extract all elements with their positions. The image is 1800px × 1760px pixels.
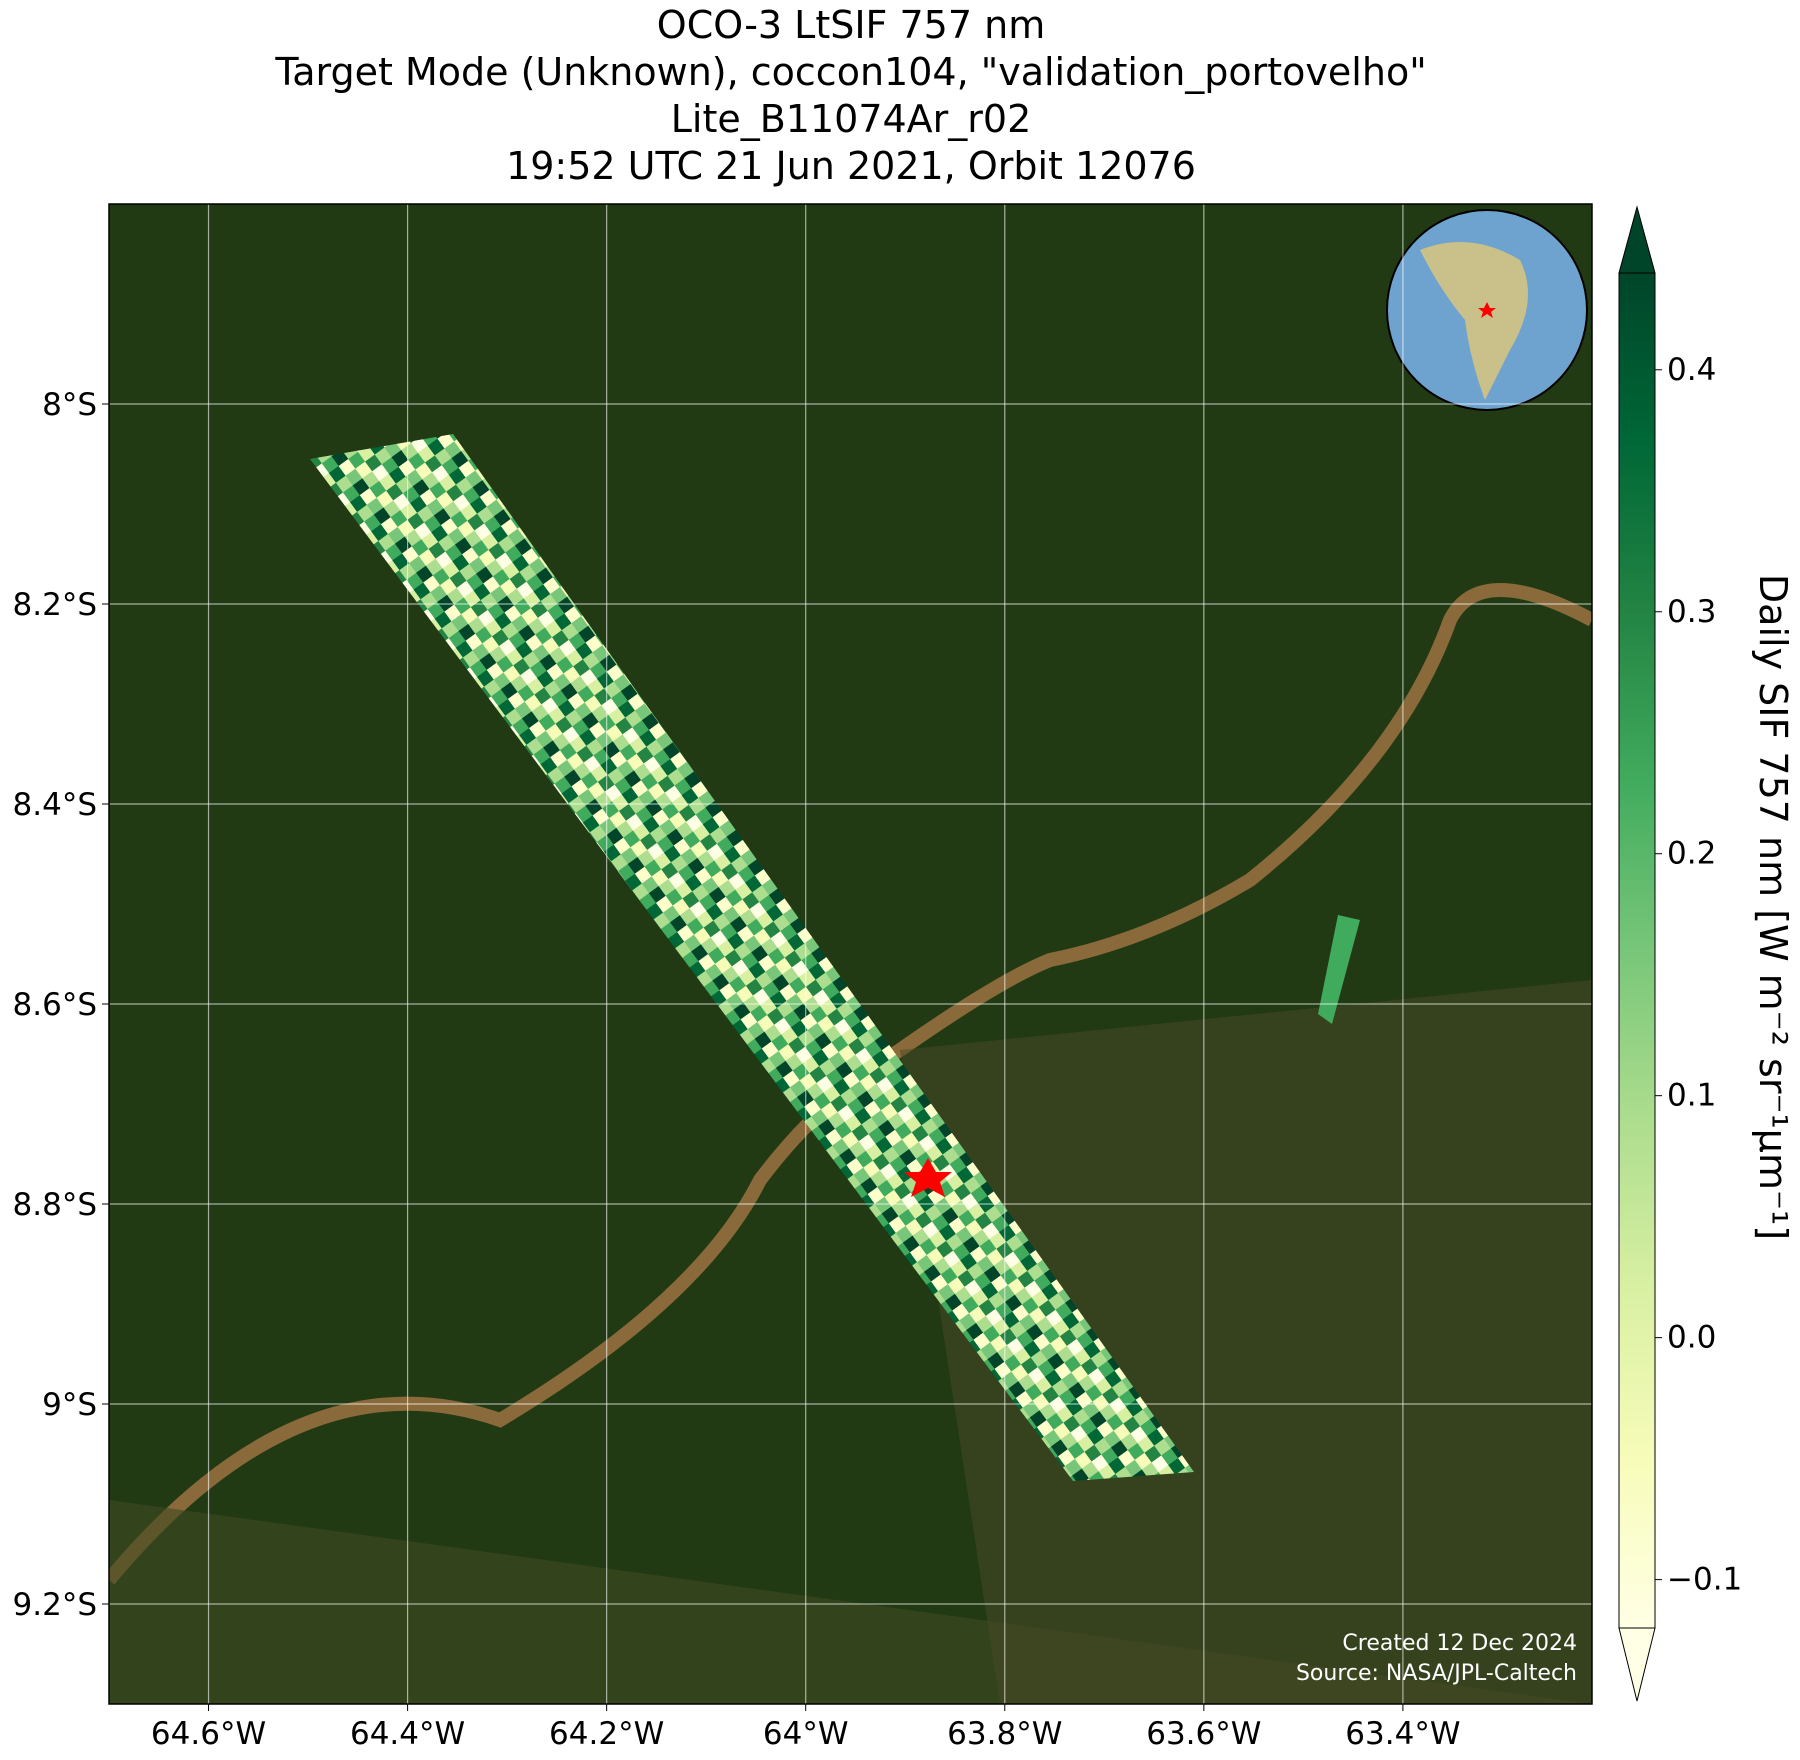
colorbar-tick-label: −0.1 bbox=[1667, 1562, 1742, 1598]
chart-title: 19:52 UTC 21 Jun 2021, Orbit 12076 bbox=[506, 144, 1196, 188]
y-tick-label: 9.2°S bbox=[13, 1587, 97, 1623]
credit: Created 12 Dec 2024 bbox=[1342, 1631, 1577, 1656]
colorbar-tick-label: 0.0 bbox=[1667, 1320, 1716, 1356]
x-tick-label: 64°W bbox=[763, 1716, 849, 1752]
colorbar-extend-top bbox=[1618, 205, 1656, 274]
colorbar-tick-label: 0.4 bbox=[1667, 352, 1716, 388]
inset-star bbox=[1478, 302, 1496, 318]
x-tick-label: 63.6°W bbox=[1146, 1716, 1261, 1752]
y-tick-label: 8°S bbox=[42, 387, 97, 423]
map-frame bbox=[108, 203, 1593, 1705]
x-tick-label: 63.4°W bbox=[1345, 1716, 1460, 1752]
colorbar-label: Daily SIF 757 nm [W m⁻² sr⁻¹µm⁻¹] bbox=[1751, 574, 1795, 1240]
y-tick-label: 8.6°S bbox=[13, 987, 97, 1023]
chart-title: OCO-3 LtSIF 757 nm bbox=[657, 3, 1045, 47]
inset-land bbox=[1420, 242, 1528, 400]
sif-swath-fragment bbox=[1318, 915, 1360, 1024]
colorbar bbox=[1618, 272, 1656, 1629]
chart-title: Target Mode (Unknown), coccon104, "valid… bbox=[274, 50, 1426, 94]
y-tick-label: 8.2°S bbox=[13, 587, 97, 623]
target-star bbox=[904, 1158, 952, 1197]
colorbar-tick-label: 0.1 bbox=[1667, 1078, 1716, 1114]
colorbar-tick-label: 0.2 bbox=[1667, 836, 1716, 872]
sif-swath bbox=[310, 434, 1194, 1481]
x-tick-label: 63.8°W bbox=[947, 1716, 1062, 1752]
y-tick-label: 9°S bbox=[42, 1387, 97, 1423]
credit: Source: NASA/JPL-Caltech bbox=[1296, 1661, 1577, 1686]
x-tick-label: 64.6°W bbox=[151, 1716, 266, 1752]
x-tick-label: 64.2°W bbox=[549, 1716, 664, 1752]
colorbar-tick-label: 0.3 bbox=[1667, 594, 1716, 630]
y-tick-label: 8.8°S bbox=[13, 1187, 97, 1223]
y-tick-label: 8.4°S bbox=[13, 787, 97, 823]
chart-title: Lite_B11074Ar_r02 bbox=[671, 97, 1032, 141]
x-tick-label: 64.4°W bbox=[350, 1716, 465, 1752]
basemap bbox=[109, 204, 1592, 1704]
colorbar-extend-bottom bbox=[1618, 1627, 1656, 1702]
